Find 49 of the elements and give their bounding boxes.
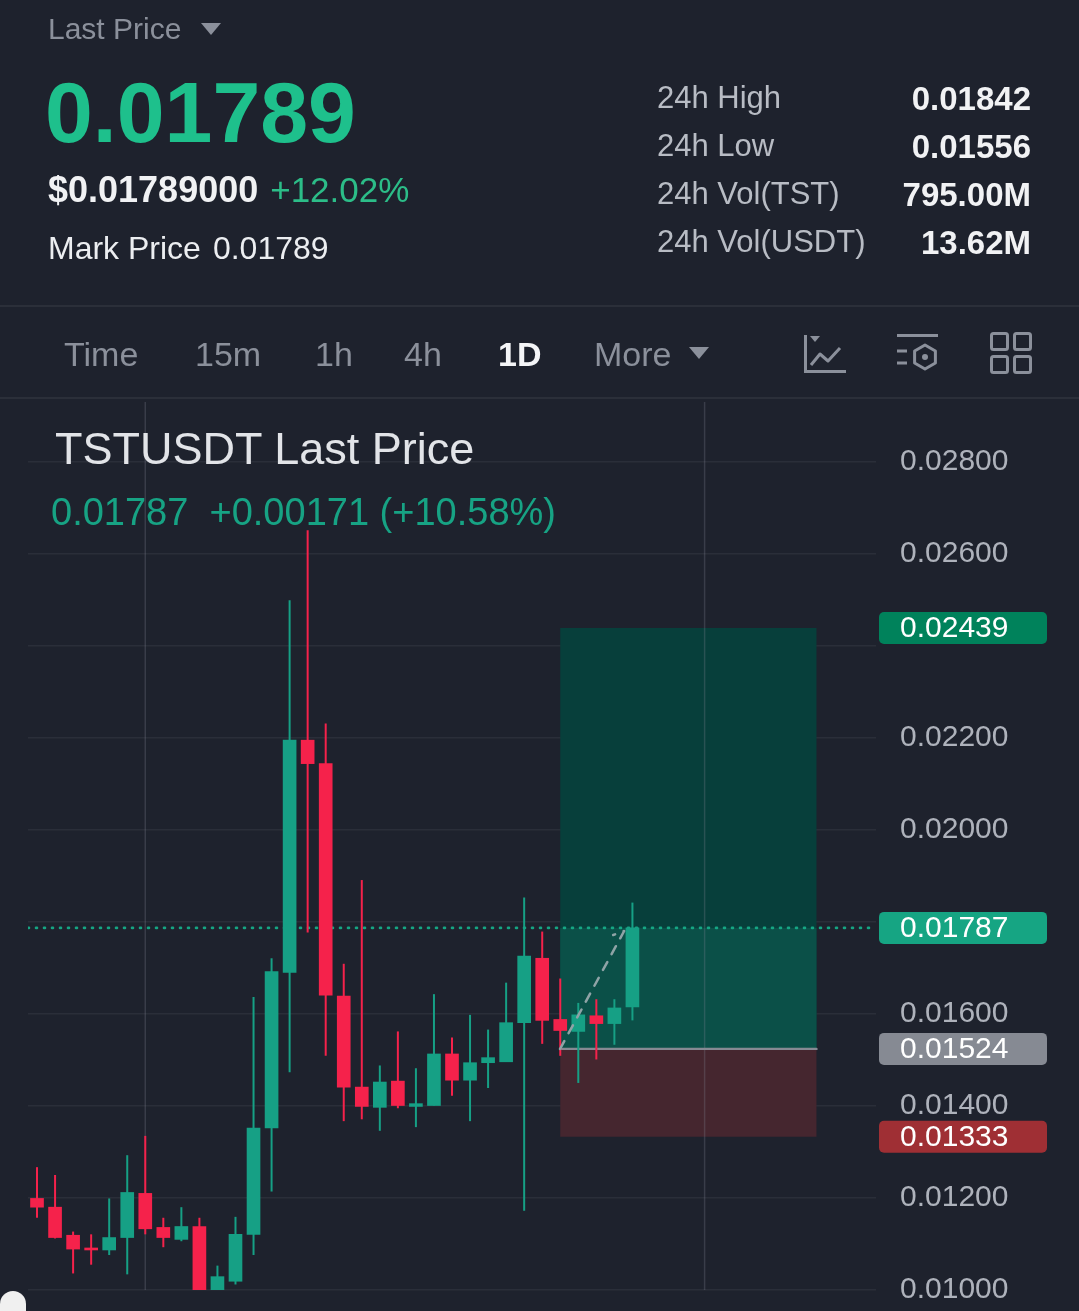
- text: 13.62M: [920, 224, 1031, 261]
- ref-line-label: 0.01787: [900, 910, 1009, 944]
- text: 4h: [404, 335, 442, 373]
- candlestick: [571, 1001, 586, 1084]
- y-tick-label: 0.02000: [900, 811, 1009, 845]
- y-tick-label: 0.01400: [900, 1087, 1009, 1121]
- candlestick: [607, 998, 622, 1046]
- candlestick: [102, 1197, 117, 1257]
- text: 1D: [498, 335, 542, 373]
- text: $0.01789000: [48, 169, 259, 210]
- text: TSTUSDT Last Price: [55, 423, 475, 474]
- y-tick-label: 0.02800: [900, 443, 1009, 477]
- y-tick-label: 0.01200: [900, 1179, 1009, 1213]
- text: Time: [64, 335, 139, 373]
- candlestick: [300, 529, 315, 934]
- text: 24h Vol(USDT): [657, 224, 866, 259]
- candlestick: [30, 1166, 44, 1219]
- candlestick: [156, 1216, 171, 1249]
- candlestick: [210, 1264, 225, 1290]
- y-tick-label: 0.02600: [900, 535, 1009, 569]
- text: 0.01789: [45, 64, 356, 160]
- text: Last Price: [48, 12, 182, 45]
- candlestick: [589, 998, 604, 1061]
- text: 0.01787 +0.00171 (+10.58%): [51, 491, 556, 533]
- candlestick: [66, 1230, 80, 1275]
- candlestick: [354, 879, 369, 1121]
- text: +12.02%: [270, 170, 410, 209]
- text: 795.00M: [902, 176, 1031, 213]
- candlestick: [174, 1206, 189, 1243]
- band-label: 0.01333: [900, 1119, 1009, 1153]
- text: 15m: [195, 335, 262, 373]
- text: 24h Low: [657, 128, 775, 163]
- band-label: 0.02439: [900, 610, 1009, 644]
- ref-line-label: 0.01524: [900, 1031, 1009, 1065]
- candlestick: [463, 1013, 477, 1123]
- text: 0.01842: [911, 80, 1031, 117]
- text: 24h High: [657, 80, 782, 115]
- y-tick-label: 0.01600: [900, 995, 1009, 1029]
- text: 0.01789: [212, 230, 329, 266]
- candlestick: [553, 977, 568, 1057]
- text: 0.01556: [911, 128, 1031, 165]
- candlestick: [481, 1028, 495, 1090]
- text: 1h: [315, 335, 353, 373]
- text: More: [594, 335, 672, 373]
- text: 24h Vol(TST): [657, 176, 840, 211]
- text: Mark Price: [48, 230, 201, 266]
- y-tick-label: 0.01000: [900, 1271, 1009, 1305]
- candlestick: [409, 1067, 423, 1129]
- y-tick-label: 0.02200: [900, 719, 1009, 753]
